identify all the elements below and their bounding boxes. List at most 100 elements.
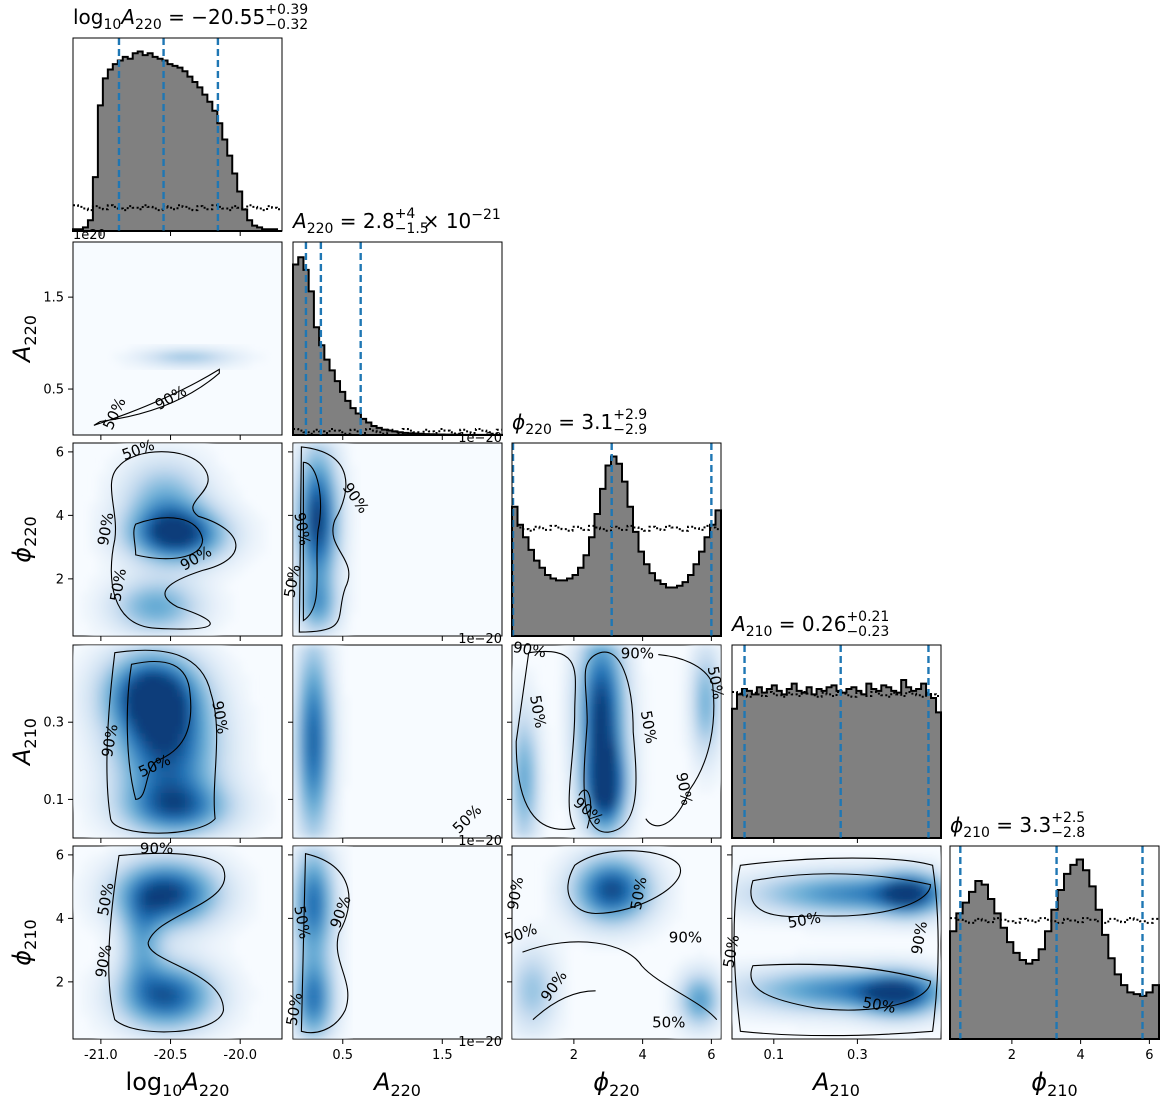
- offset-label: 1e−20: [458, 632, 502, 647]
- density-cell: [543, 748, 553, 757]
- density-cell: [632, 674, 642, 683]
- density-cell: [527, 934, 537, 943]
- density-cell: [608, 711, 617, 720]
- density-cell: [293, 546, 302, 555]
- density-cell: [696, 956, 706, 966]
- density-cell: [104, 830, 114, 838]
- density-cell: [551, 1016, 561, 1025]
- density-cell: [608, 934, 617, 943]
- density-cell: [876, 897, 886, 906]
- density-cell: [640, 689, 650, 698]
- density-cell: [80, 897, 90, 906]
- density-cell: [316, 853, 326, 862]
- density-cell: [632, 770, 642, 780]
- density-cell: [152, 598, 162, 607]
- density-cell: [144, 726, 154, 735]
- density-cell: [583, 912, 593, 921]
- density-cell: [128, 681, 138, 690]
- density-cell: [217, 785, 227, 794]
- contour-line: [583, 651, 637, 833]
- density-cell: [249, 703, 259, 713]
- density-cell: [300, 561, 310, 570]
- density-cell: [112, 912, 122, 921]
- density-cell: [795, 986, 805, 995]
- density-cell: [616, 763, 625, 772]
- density-cell: [795, 1001, 805, 1010]
- density-cell: [120, 853, 130, 862]
- density-cell: [120, 956, 130, 966]
- density-cell: [527, 755, 537, 765]
- density-cell: [688, 696, 698, 705]
- density-cell: [185, 726, 194, 735]
- density-cell: [120, 726, 130, 735]
- density-cell: [193, 464, 203, 474]
- density-cell: [860, 971, 870, 981]
- density-cell: [559, 986, 569, 995]
- density-cell: [136, 613, 146, 622]
- density-cell: [209, 652, 219, 661]
- density-cell: [201, 741, 211, 750]
- density-cell: [892, 986, 902, 995]
- density-cell: [209, 726, 219, 735]
- density-cell: [696, 770, 706, 780]
- density-cell: [169, 613, 178, 622]
- density-cell: [96, 531, 106, 540]
- density-cell: [836, 875, 845, 884]
- density-cell: [616, 875, 625, 884]
- density-cell: [88, 620, 98, 629]
- density-cell: [112, 652, 122, 661]
- density-cell: [852, 853, 862, 862]
- density-cell: [900, 860, 910, 869]
- density-cell: [293, 696, 302, 705]
- density-cell: [519, 770, 529, 780]
- density-cell: [241, 561, 251, 570]
- density-cell: [795, 904, 805, 914]
- density-cell: [185, 942, 194, 951]
- density-cell: [600, 703, 609, 713]
- density-cell: [152, 568, 162, 578]
- density-cell: [600, 733, 609, 742]
- density-cell: [80, 875, 90, 884]
- density-cell: [559, 942, 569, 951]
- density-cell: [567, 770, 577, 780]
- density-cell: [96, 1001, 106, 1010]
- density-cell: [340, 912, 350, 921]
- density-cell: [884, 867, 894, 877]
- density-cell: [732, 912, 741, 921]
- density-cell: [836, 927, 845, 936]
- density-cell: [193, 501, 203, 511]
- density-cell: [128, 964, 138, 973]
- density-cell: [559, 800, 569, 809]
- density-cell: [308, 531, 318, 540]
- density-cell: [680, 674, 690, 683]
- density-cell: [664, 1001, 674, 1010]
- density-cell: [332, 652, 342, 661]
- density-cell: [324, 964, 334, 973]
- density-cell: [624, 645, 633, 653]
- density-cell: [300, 964, 310, 973]
- density-cell: [120, 971, 130, 981]
- density-cell: [96, 853, 106, 862]
- density-cell: [527, 979, 537, 988]
- density-cell: [112, 479, 122, 488]
- density-cell: [152, 561, 162, 570]
- density-cell: [112, 352, 122, 362]
- density-cell: [144, 524, 154, 533]
- density-cell: [217, 696, 227, 705]
- density-cell: [177, 345, 186, 354]
- density-cell: [185, 591, 194, 600]
- density-cell: [169, 853, 178, 862]
- density-cell: [608, 875, 617, 884]
- density-cell: [161, 994, 170, 1003]
- density-cell: [608, 853, 617, 862]
- density-cell: [88, 1016, 98, 1025]
- density-cell: [535, 778, 545, 787]
- density-cell: [932, 890, 941, 899]
- density-cell: [217, 778, 227, 787]
- density-cell: [209, 919, 219, 929]
- density-cell: [308, 748, 318, 757]
- density-cell: [332, 464, 342, 474]
- density-cell: [233, 800, 243, 809]
- density-cell: [225, 360, 235, 369]
- density-cell: [193, 666, 203, 676]
